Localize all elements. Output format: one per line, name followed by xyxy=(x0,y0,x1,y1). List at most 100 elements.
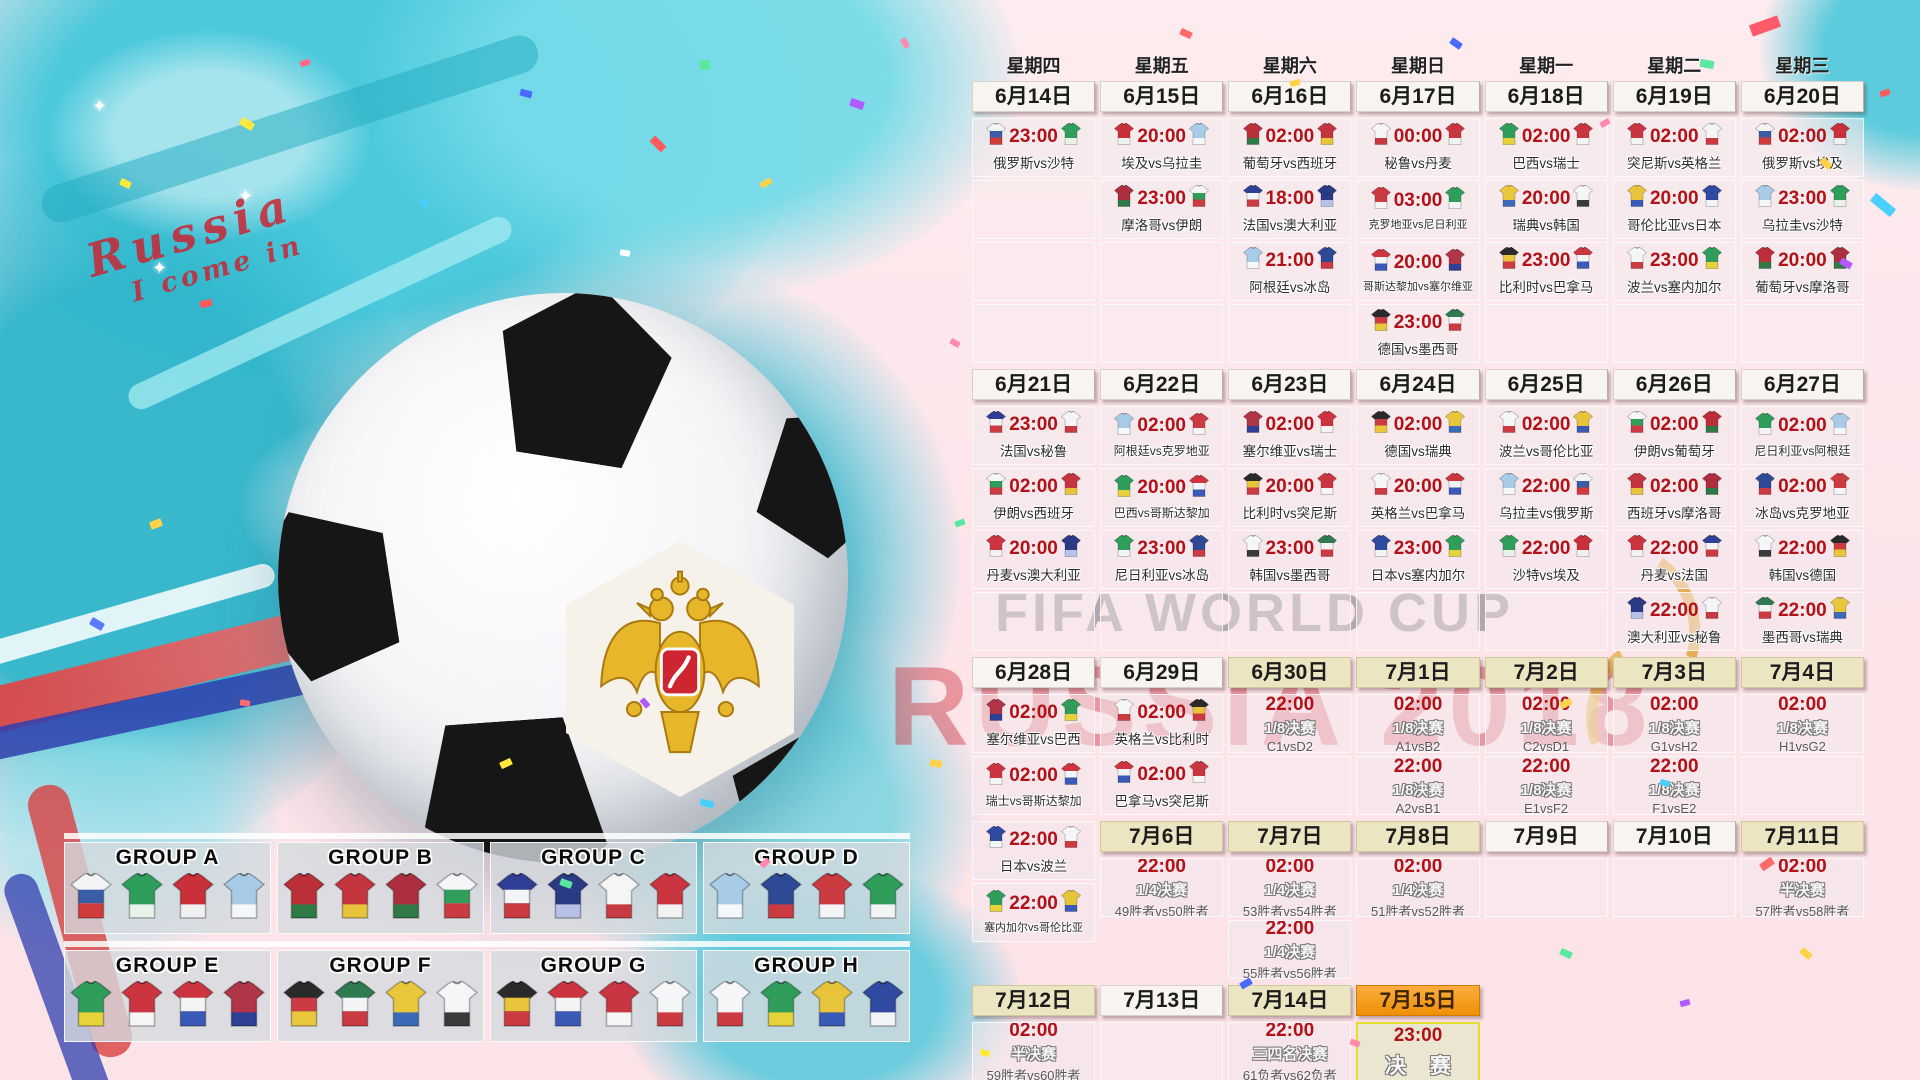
jersey-icon xyxy=(1060,762,1081,785)
match-round: 1/8决赛 xyxy=(1648,781,1700,799)
jersey-home xyxy=(1370,410,1391,437)
emblem-panel xyxy=(566,541,794,797)
calendar-column: 22:00 日本vs波兰 22:00 塞内加尔vs哥伦比亚 xyxy=(972,821,1096,979)
match-header-row: 22:00 xyxy=(1498,472,1594,499)
jersey-home xyxy=(1114,474,1135,501)
calendar-column: 星期四 6月14日 23:00 俄罗斯vs沙特 xyxy=(972,55,1096,363)
match-header-row: 02:00 xyxy=(1498,410,1594,437)
match-header-row: 23:00 xyxy=(1370,534,1466,561)
match-header-row: 22:00 xyxy=(1626,596,1722,623)
empty-cell xyxy=(1228,756,1352,815)
date-box: 6月23日 xyxy=(1228,369,1352,400)
match-time: 22:00 xyxy=(1265,1022,1315,1041)
date-box: 7月7日 xyxy=(1228,821,1352,852)
group-jersey xyxy=(435,872,479,924)
match-cell: 20:00 英格兰vs巴拿马 xyxy=(1356,468,1480,527)
match-teams: 韩国vs墨西哥 xyxy=(1249,568,1331,583)
group-jersey xyxy=(171,980,215,1032)
match-time: 22:00 xyxy=(1009,892,1058,914)
match-time: 22:00 xyxy=(1265,694,1315,715)
jersey-icon xyxy=(1060,825,1081,848)
match-time: 20:00 xyxy=(1521,187,1571,209)
match-teams: 塞内加尔vs哥伦比亚 xyxy=(984,922,1084,934)
group-jersey xyxy=(546,980,590,1032)
match-cell: 22:00 1/8决赛 E1vsF2 xyxy=(1484,756,1608,815)
match-time: 02:00 xyxy=(1521,694,1571,715)
match-header-row: 22:00 xyxy=(1755,534,1850,561)
jersey-icon xyxy=(120,980,164,1027)
jersey-icon xyxy=(1060,472,1081,495)
match-header-row: 23:00 xyxy=(1498,246,1594,273)
jersey-away xyxy=(1060,122,1081,149)
match-teams: 伊朗vs葡萄牙 xyxy=(1633,444,1715,459)
date-box: 6月25日 xyxy=(1484,369,1608,400)
match-pairing: E1vsF2 xyxy=(1524,800,1569,815)
empty-cell xyxy=(1100,304,1224,363)
date-box: 6月30日 xyxy=(1228,657,1352,688)
jersey-icon xyxy=(1114,412,1135,435)
group-jersey xyxy=(120,872,164,924)
match-header-row: 23:00 xyxy=(1114,184,1210,211)
match-teams: 塞尔维亚vs瑞士 xyxy=(1242,444,1338,459)
jersey-away xyxy=(1060,472,1081,499)
group-title: GROUP F xyxy=(329,954,432,977)
match-time: 02:00 xyxy=(1393,413,1443,435)
jersey-away xyxy=(1317,122,1338,149)
calendar-column: 7月2日 02:00 1/8决赛 C2vsD1 22:00 1/8决赛 E1vsF2 xyxy=(1484,657,1608,815)
calendar-column: 6月21日 23:00 法国vs秘鲁 02:00 伊朗vs西班牙 20:00 丹麦vs澳大利… xyxy=(972,369,1096,651)
group-title: GROUP A xyxy=(115,846,220,869)
match-cell: 20:00 哥伦比亚vs日本 xyxy=(1612,180,1736,239)
match-teams: 英格兰vs巴拿马 xyxy=(1370,506,1466,521)
match-time: 02:00 xyxy=(1778,694,1827,715)
jersey-away xyxy=(1573,410,1594,437)
jersey-icon xyxy=(1188,534,1210,557)
match-header-row: 02:00 xyxy=(1755,412,1850,439)
jersey-away xyxy=(1317,246,1338,273)
match-cell: 22:00 三四名决赛 61负者vs62负者 xyxy=(1228,1022,1352,1080)
date-box: 6月14日 xyxy=(972,81,1096,112)
empty-cell xyxy=(972,592,1096,651)
jersey-icon xyxy=(1060,534,1081,557)
jersey-icon xyxy=(1317,534,1338,557)
group-jersey xyxy=(546,872,590,924)
match-cell: 22:00 1/4决赛 49胜者vs50胜者 xyxy=(1100,858,1224,917)
jersey-icon xyxy=(1829,246,1850,269)
jersey-icon xyxy=(1188,474,1210,497)
weekday-label: 星期六 xyxy=(1262,56,1317,76)
match-pairing: A1vsB2 xyxy=(1395,738,1441,753)
group-title: GROUP B xyxy=(328,846,433,869)
match-teams: 阿根廷vs冰岛 xyxy=(1249,280,1331,295)
match-header-row: 23:00 xyxy=(1755,184,1850,211)
match-teams: 秘鲁vs丹麦 xyxy=(1384,156,1452,171)
jersey-icon xyxy=(1755,184,1776,207)
date-box: 7月1日 xyxy=(1356,657,1480,688)
match-cell: 22:00 韩国vs德国 xyxy=(1740,530,1864,589)
match-cell: 23:00 尼日利亚vs冰岛 xyxy=(1100,530,1224,589)
jersey-away xyxy=(1829,122,1850,149)
jersey-icon xyxy=(1188,184,1210,207)
jersey-icon xyxy=(1755,246,1776,269)
jersey-icon xyxy=(1060,889,1081,912)
jersey-icon xyxy=(1626,122,1648,145)
jersey-icon xyxy=(1370,248,1391,271)
jersey-home xyxy=(986,472,1007,499)
jersey-away xyxy=(1188,412,1210,439)
jersey-away xyxy=(1829,246,1850,273)
match-time: 02:00 xyxy=(1649,694,1699,715)
calendar-band: 6月28日 02:00 塞尔维亚vs巴西 02:00 瑞士vs哥斯达黎加 6月29日 02:… xyxy=(972,657,1864,815)
date-box: 6月16日 xyxy=(1228,81,1352,112)
match-teams: 巴西vs瑞士 xyxy=(1512,156,1580,171)
calendar-column: 7月8日 02:00 1/4决赛 51胜者vs52胜者 xyxy=(1356,821,1480,979)
date-box: 7月11日 xyxy=(1740,821,1864,852)
match-cell: 20:00 葡萄牙vs摩洛哥 xyxy=(1740,242,1864,301)
calendar-column: 星期一 6月18日 02:00 巴西vs瑞士 20:00 瑞典vs韩国 23:00 比利时vs… xyxy=(1484,55,1608,363)
jersey-icon xyxy=(1626,596,1648,619)
group-jersey xyxy=(597,980,641,1032)
match-time: 02:00 xyxy=(1265,125,1315,147)
jersey-home xyxy=(1755,184,1776,211)
confetti-piece xyxy=(1179,27,1193,40)
jersey-icon xyxy=(1242,410,1263,433)
jersey-home xyxy=(1626,184,1648,211)
jersey-home xyxy=(1370,308,1391,335)
group-jersey xyxy=(759,980,803,1032)
